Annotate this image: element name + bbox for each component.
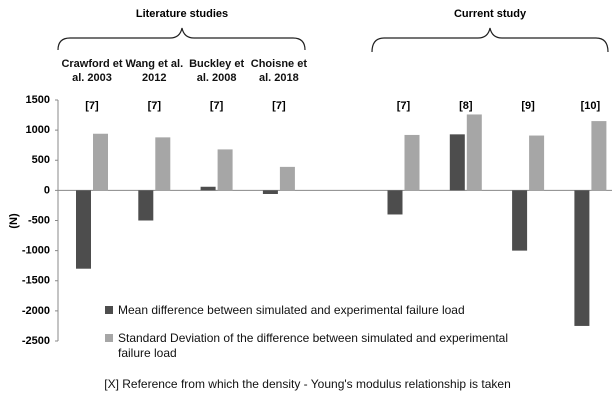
bar bbox=[466, 114, 482, 191]
y-tick-label: -1500 bbox=[22, 275, 50, 287]
reference-label: [7] bbox=[210, 100, 224, 112]
y-tick-label: 500 bbox=[32, 154, 50, 166]
reference-label: [7] bbox=[272, 100, 286, 112]
bar bbox=[404, 134, 420, 191]
bar bbox=[217, 149, 233, 191]
y-axis-label: (N) bbox=[8, 213, 20, 229]
y-tick-label: 0 bbox=[44, 184, 50, 196]
bar bbox=[591, 121, 607, 191]
bar bbox=[449, 134, 465, 191]
bar bbox=[93, 133, 108, 191]
legend-label: Standard Deviation of the difference bet… bbox=[118, 331, 509, 360]
bar bbox=[387, 190, 403, 215]
y-tick-label: -500 bbox=[28, 214, 50, 226]
y-tick-label: -1000 bbox=[22, 245, 50, 257]
legend-label: Mean difference between simulated and ex… bbox=[118, 303, 465, 317]
bar bbox=[529, 135, 545, 191]
bar bbox=[279, 166, 295, 191]
footnote: [X] Reference from which the density - Y… bbox=[104, 377, 511, 391]
group-label: Literature studies bbox=[136, 8, 228, 20]
bar bbox=[155, 137, 171, 191]
reference-label: [7] bbox=[148, 100, 162, 112]
brace bbox=[371, 27, 609, 53]
y-tick-label: 1000 bbox=[26, 124, 50, 136]
reference-label: [7] bbox=[85, 100, 99, 112]
legend-swatch bbox=[105, 306, 113, 314]
y-tick-label: 1500 bbox=[26, 94, 50, 106]
bar bbox=[574, 190, 590, 326]
y-tick-label: -2000 bbox=[22, 305, 50, 317]
reference-label: [9] bbox=[521, 100, 535, 112]
reference-label: [7] bbox=[397, 100, 411, 112]
reference-label: [10] bbox=[581, 100, 601, 112]
legend-swatch bbox=[105, 334, 113, 342]
reference-label: [8] bbox=[459, 100, 473, 112]
bar bbox=[262, 190, 278, 194]
category-label: Buckley et al. 2008 bbox=[189, 58, 245, 84]
bar bbox=[512, 190, 528, 251]
category-label: Crawford et al. 2003 bbox=[61, 58, 123, 84]
bar bbox=[200, 186, 216, 191]
category-label: Choisne et al. 2018 bbox=[250, 58, 307, 84]
bar bbox=[76, 190, 91, 269]
y-tick-label: -2500 bbox=[22, 335, 50, 347]
category-label: Wang et al. 2012 bbox=[125, 58, 184, 84]
brace bbox=[57, 27, 306, 51]
group-label: Current study bbox=[454, 8, 527, 20]
bar bbox=[138, 190, 154, 221]
